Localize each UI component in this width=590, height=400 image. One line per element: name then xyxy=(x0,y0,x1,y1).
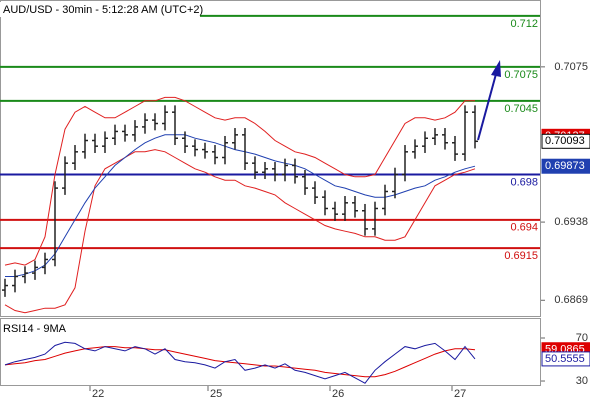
title-bg xyxy=(0,2,200,17)
level-label: 0.6915 xyxy=(504,250,538,262)
price-tag xyxy=(541,158,590,174)
price-tag-label: 50.5555 xyxy=(545,353,585,365)
level-label: 0.712 xyxy=(510,18,538,30)
series-line xyxy=(4,341,476,384)
price-tag-label: 0.69873 xyxy=(545,160,585,172)
x-tick-label: 22 xyxy=(92,388,104,400)
rsi-title: RSI14 - 9MA xyxy=(3,323,67,335)
arrow-head xyxy=(491,60,501,77)
main-panel xyxy=(0,0,541,317)
x-tick-label: 25 xyxy=(210,388,222,400)
arrow-shaft xyxy=(477,73,497,141)
y-tick-label: 70 xyxy=(576,332,588,344)
x-tick-label: 26 xyxy=(332,388,344,400)
price-tag-label: 0.70093 xyxy=(545,135,585,147)
plot-layer: 0.712 0.7075 0.7045 0.698 0.694 0.6915 0.7075 0… xyxy=(0,14,590,400)
level-label: 0.698 xyxy=(510,176,538,188)
level-label: 0.7075 xyxy=(504,69,538,81)
price-tag xyxy=(541,351,590,367)
x-tick-label: 27 xyxy=(454,388,466,400)
series-line xyxy=(4,346,476,378)
trend-arrow xyxy=(477,60,501,141)
series-line xyxy=(4,96,475,266)
level-label: 0.7045 xyxy=(504,103,538,115)
rsi-panel xyxy=(0,318,541,386)
y-tick-label: 0.7075 xyxy=(554,61,588,73)
y-tick-label: 0.6938 xyxy=(554,216,588,228)
chart-title: AUD/USD - 30min - 5:12:28 AM (UTC+2) xyxy=(3,4,203,16)
price-tag xyxy=(541,133,590,149)
y-tick-label: 0.6869 xyxy=(554,294,588,306)
y-tick-label: 30 xyxy=(576,375,588,387)
series-line xyxy=(4,149,476,314)
series-line xyxy=(5,134,476,277)
level-label: 0.694 xyxy=(510,222,538,234)
